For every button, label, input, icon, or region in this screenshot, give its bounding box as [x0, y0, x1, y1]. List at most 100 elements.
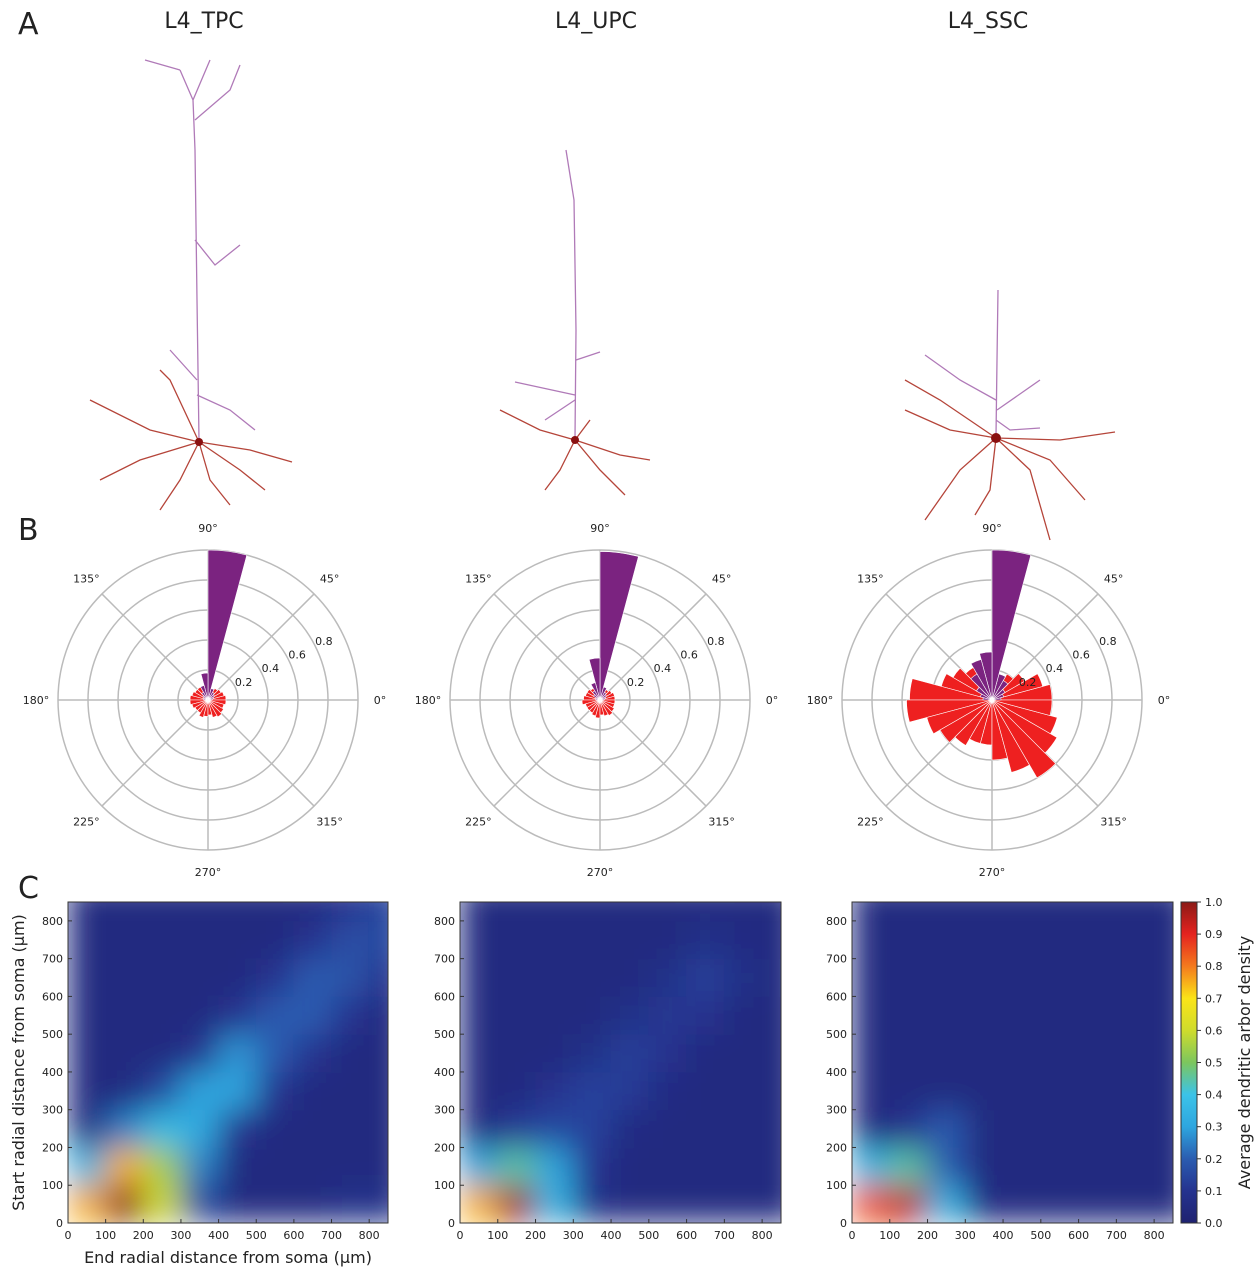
angle-label: 0° — [374, 694, 387, 707]
heatmap-cell — [723, 1033, 763, 1073]
angle-label: 45° — [1104, 572, 1124, 585]
panel-label: C — [18, 871, 39, 906]
heatmap-cell — [331, 958, 370, 997]
angle-label: 45° — [320, 572, 340, 585]
heatmap-cell — [535, 1109, 574, 1148]
heatmap-cells — [68, 902, 388, 1223]
heatmap-cell — [218, 1033, 257, 1073]
angle-label: 225° — [73, 816, 100, 829]
heatmap-cell — [1078, 920, 1117, 960]
x-tick-label: 800 — [752, 1229, 773, 1242]
y-tick-label: 800 — [434, 915, 455, 928]
heatmap-cell — [497, 1071, 537, 1111]
radial-tick-label: 0.8 — [315, 635, 333, 648]
heatmap-cell — [331, 1033, 370, 1073]
heatmap-cell — [1002, 1071, 1042, 1111]
polar-bar — [976, 686, 993, 701]
x-tick-label: 100 — [879, 1229, 900, 1242]
heatmap-cell — [1002, 958, 1042, 997]
radial-tick-label: 0.2 — [627, 676, 645, 689]
plot-frame — [851, 901, 1174, 1224]
heatmap-cell — [460, 1033, 499, 1073]
heatmap-cell — [1040, 1146, 1080, 1186]
heatmap-cell — [1078, 1071, 1117, 1111]
heatmap-cell — [218, 902, 257, 922]
heatmap-cell — [852, 902, 891, 922]
x-tick-label: 600 — [283, 1229, 304, 1242]
heatmap-cell — [927, 1184, 966, 1223]
heatmap-cell — [1040, 1109, 1080, 1148]
heatmap-cell — [610, 902, 650, 922]
polar-bar — [954, 699, 993, 746]
polar-bar — [991, 673, 1044, 701]
heatmap-cell — [255, 1033, 295, 1073]
angle-label: 315° — [1100, 816, 1127, 829]
y-tick-label: 200 — [42, 1141, 63, 1154]
heatmap-cell — [1153, 1184, 1173, 1223]
heatmap-cell — [497, 920, 537, 960]
heatmap-cell — [293, 958, 333, 997]
y-tick-label: 500 — [826, 1028, 847, 1041]
heatmap-cell — [180, 920, 220, 960]
angle-label: 180° — [807, 694, 834, 707]
x-tick-label: 500 — [638, 1229, 659, 1242]
plot-frame — [67, 901, 389, 1224]
heatmap-cell — [1002, 1033, 1042, 1073]
heatmap-cell — [761, 1146, 781, 1186]
y-tick-label: 100 — [434, 1179, 455, 1192]
radial-tick-label: 0.2 — [1019, 676, 1037, 689]
heatmap-cell — [761, 902, 781, 922]
angle-label: 135° — [73, 572, 100, 585]
y-tick-label: 600 — [42, 990, 63, 1003]
heatmap-cell — [889, 995, 929, 1035]
heatmap-cell — [68, 1146, 107, 1186]
heatmap-cell — [889, 1033, 929, 1073]
heatmap-cell — [460, 958, 499, 997]
heatmap-clip — [460, 902, 781, 1223]
heatmap-cell — [1115, 902, 1155, 922]
y-tick-label: 400 — [42, 1066, 63, 1079]
y-tick-label: 800 — [826, 915, 847, 928]
x-tick-label: 200 — [917, 1229, 938, 1242]
heatmap-cell — [648, 958, 688, 997]
polar-bar — [593, 694, 601, 701]
heatmap-cell — [255, 1146, 295, 1186]
heatmap-cell — [1040, 1033, 1080, 1073]
x-tick-label: 300 — [955, 1229, 976, 1242]
x-tick-label: 100 — [95, 1229, 116, 1242]
heatmap-cell — [686, 995, 725, 1035]
heatmap-cell — [105, 902, 144, 922]
heatmap-cell — [331, 1071, 370, 1111]
heatmap-cell — [497, 995, 537, 1035]
heatmap-cell — [218, 995, 257, 1035]
heatmap-cell — [572, 958, 612, 997]
y-tick-label: 100 — [826, 1179, 847, 1192]
y-tick-label: 100 — [42, 1179, 63, 1192]
colorbar-label: Average dendritic arbor density — [1235, 936, 1254, 1189]
heatmap-cell — [1153, 920, 1173, 960]
y-tick-label: 400 — [826, 1066, 847, 1079]
x-tick-label: 300 — [563, 1229, 584, 1242]
x-tick-label: 800 — [359, 1229, 380, 1242]
heatmap-cell — [572, 995, 612, 1035]
heatmap-cell — [535, 920, 574, 960]
heatmap-cell — [964, 958, 1004, 997]
heatmap-cell — [1078, 1109, 1117, 1148]
heatmap-cell — [497, 1184, 537, 1223]
y-tick-label: 300 — [826, 1104, 847, 1117]
heatmap-cell — [964, 920, 1004, 960]
heatmap-cell — [1115, 1184, 1155, 1223]
heatmap-cell — [927, 920, 966, 960]
heatmap-cell — [1153, 995, 1173, 1035]
angle-label: 225° — [465, 816, 492, 829]
heatmap-cell — [105, 920, 144, 960]
y-tick-label: 300 — [42, 1104, 63, 1117]
heatmap-cell — [648, 995, 688, 1035]
heatmap-cell — [964, 902, 1004, 922]
heatmap-cell — [648, 1184, 688, 1223]
angle-label: 0° — [1158, 694, 1171, 707]
polar-bar — [982, 697, 993, 701]
heatmap-cell — [331, 920, 370, 960]
heatmap-cell — [852, 920, 891, 960]
heatmap-cell — [142, 920, 182, 960]
